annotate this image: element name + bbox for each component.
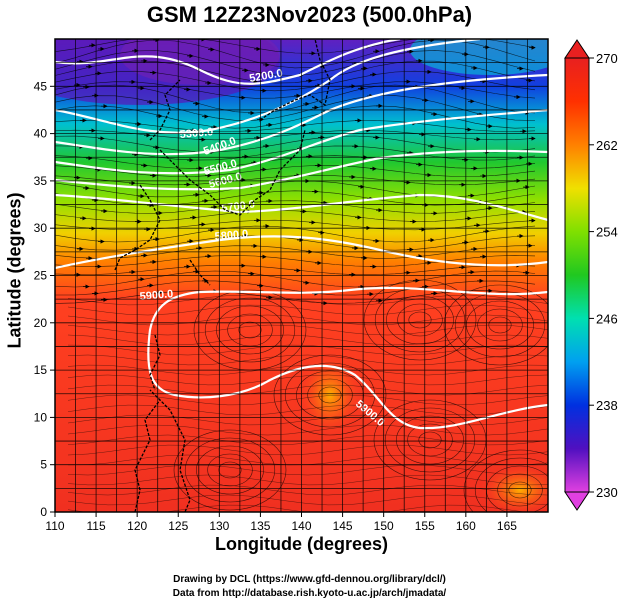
contour-line: [147, 286, 548, 430]
contour-line: [55, 235, 548, 270]
y-tick-label: 20: [34, 316, 48, 330]
x-tick-label: 160: [456, 519, 476, 533]
x-axis-ticks: 110 115 120 125 130 135 140 145 150 155 160 165: [45, 512, 517, 533]
colorbar-tick-label: 230: [596, 485, 618, 500]
y-axis-label: Latitude (degrees): [4, 192, 25, 349]
temperature-field: 5200.05300.05400.05500.05600.05700.05800…: [55, 39, 548, 512]
x-axis-label: Longitude (degrees): [214, 534, 388, 554]
x-tick-label: 120: [127, 519, 147, 533]
drawing-credit: Drawing by DCL (https://www.gfd-dennou.o…: [173, 574, 446, 585]
colorbar: 230 238 246 254 262 270: [564, 39, 618, 511]
x-tick-label: 155: [415, 519, 435, 533]
contour-line: [55, 39, 401, 85]
y-tick-label: 10: [34, 410, 48, 424]
grid-lines: [55, 39, 548, 512]
colorbar-tick-label: 270: [596, 51, 618, 66]
x-tick-label: 165: [497, 519, 517, 533]
x-tick-label: 130: [209, 519, 229, 533]
x-tick-label: 145: [333, 519, 353, 533]
y-tick-label: 30: [34, 221, 48, 235]
colorbar-ticks: 230 238 246 254 262 270: [589, 51, 618, 500]
y-tick-label: 40: [34, 127, 48, 141]
x-tick-label: 135: [250, 519, 270, 533]
y-tick-label: 25: [34, 269, 48, 283]
colorbar-tick-label: 262: [596, 138, 618, 153]
y-tick-label: 35: [34, 174, 48, 188]
contour-line: [55, 108, 548, 175]
contour-label: 5700.0: [221, 198, 256, 215]
x-tick-label: 115: [87, 519, 106, 533]
contour-line: [55, 149, 548, 191]
chart-title: GSM 12Z23Nov2023 (500.0hPa): [146, 2, 473, 27]
contour-label: 5200.0: [248, 67, 283, 85]
x-tick-label: 150: [374, 519, 394, 533]
colorbar-tick-label: 238: [596, 398, 618, 413]
y-tick-label: 0: [40, 505, 47, 519]
contour-line: [55, 73, 548, 156]
y-axis-ticks: 0 5 10 15 20 25 30 35 40 45: [34, 79, 55, 519]
y-tick-label: 5: [40, 458, 47, 472]
x-tick-label: 140: [291, 519, 311, 533]
y-tick-label: 15: [34, 363, 48, 377]
y-tick-label: 45: [34, 79, 48, 93]
x-tick-label: 125: [168, 519, 188, 533]
colorbar-tick-label: 254: [596, 225, 618, 240]
data-credit: Data from http://database.rish.kyoto-u.a…: [172, 588, 447, 599]
height-contours: 5200.05300.05400.05500.05600.05700.05800…: [55, 39, 548, 430]
x-tick-label: 110: [45, 519, 64, 533]
colorbar-tick-label: 246: [596, 311, 618, 326]
